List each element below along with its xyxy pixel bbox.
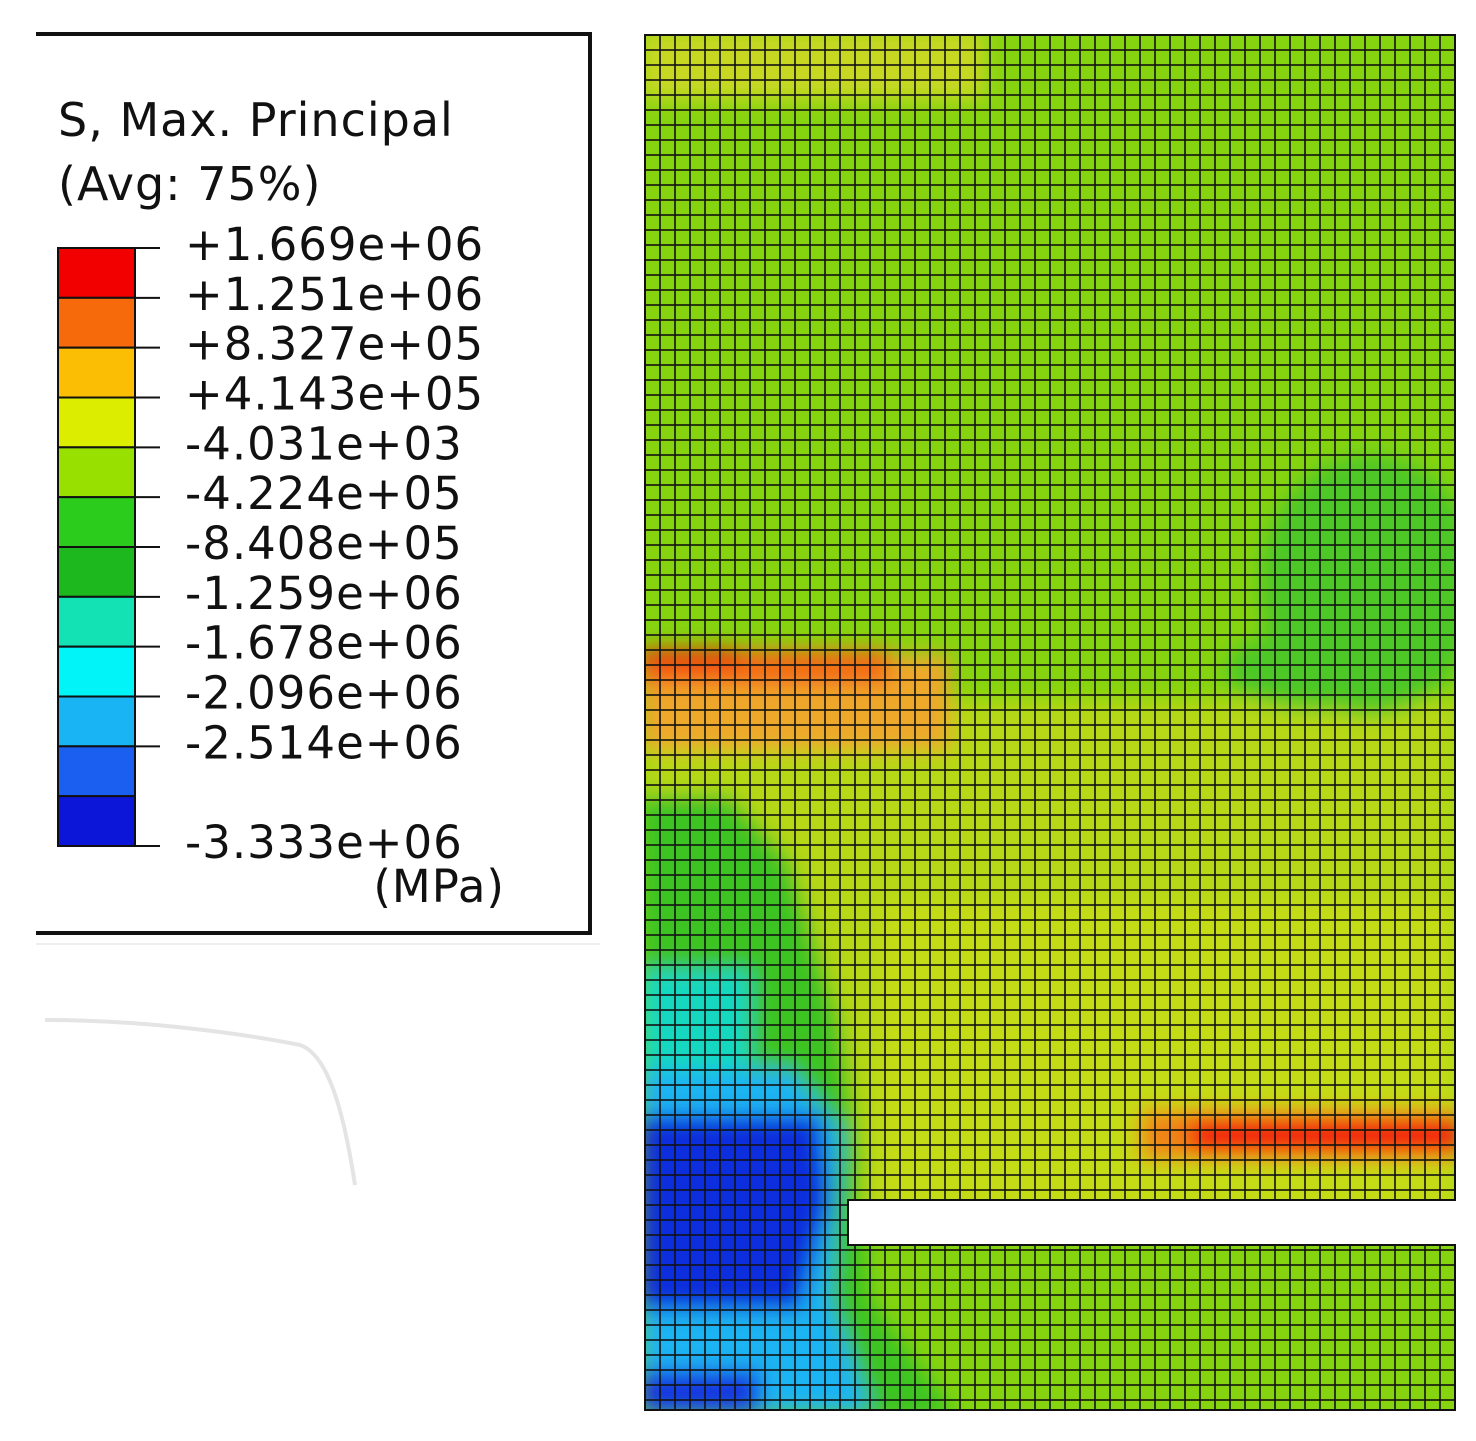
level-label: +8.327e+05 [185, 318, 484, 371]
color-band [57, 546, 136, 598]
color-band [57, 346, 136, 399]
color-band [57, 396, 136, 449]
legend-title: S, Max. Principal [58, 93, 454, 147]
level-label: -1.259e+06 [185, 567, 463, 620]
level-label: -2.514e+06 [185, 716, 463, 769]
level-label: +1.669e+06 [185, 218, 484, 271]
legend-unit: (MPa) [373, 860, 505, 913]
color-band [57, 446, 136, 499]
color-band [57, 795, 136, 848]
color-band [57, 496, 136, 548]
level-label: +4.143e+05 [185, 368, 484, 421]
color-band [57, 247, 136, 299]
color-band [57, 645, 136, 698]
level-label: -4.224e+05 [185, 467, 463, 520]
level-label: -2.096e+06 [185, 667, 463, 720]
level-label: -1.678e+06 [185, 617, 463, 670]
level-label: -3.333e+06 [185, 816, 463, 869]
level-label: +1.251e+06 [185, 268, 484, 321]
level-label: -8.408e+05 [185, 517, 463, 570]
stray-line [44, 1018, 357, 1186]
color-band [57, 595, 136, 648]
legend: S, Max. Principal (Avg: 75%) +1.669e+06+… [36, 32, 600, 945]
color-band [57, 296, 136, 349]
color-bar: +1.669e+06+1.251e+06+8.327e+05+4.143e+05… [57, 218, 484, 869]
mesh-outline [644, 34, 1456, 1411]
legend-subtitle: (Avg: 75%) [58, 157, 321, 211]
color-band [57, 745, 136, 798]
legend-frame [36, 32, 592, 935]
level-label: -4.031e+03 [185, 417, 463, 470]
notch [848, 1200, 1458, 1245]
contour-plot [645, 35, 1455, 1410]
color-band [57, 695, 136, 748]
